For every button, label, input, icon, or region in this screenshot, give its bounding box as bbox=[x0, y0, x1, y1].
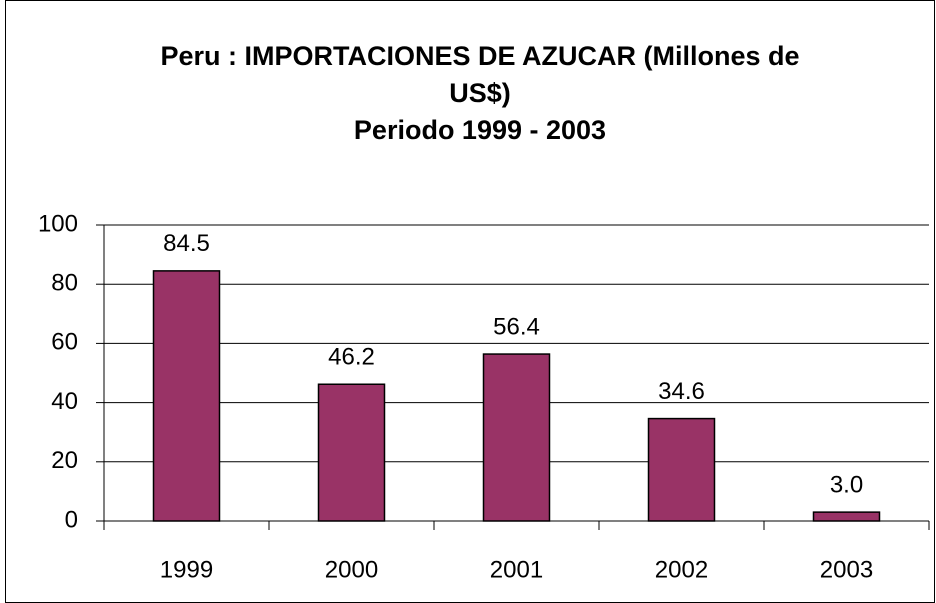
y-tick-label: 40 bbox=[51, 388, 78, 415]
data-label: 56.4 bbox=[493, 313, 540, 340]
y-tick-label: 80 bbox=[51, 270, 78, 297]
chart-title-block: Peru : IMPORTACIONES DE AZUCAR (Millones… bbox=[130, 38, 830, 149]
bar bbox=[317, 383, 386, 522]
x-tick-label: 1999 bbox=[160, 556, 213, 583]
chart-title: Peru : IMPORTACIONES DE AZUCAR (Millones… bbox=[160, 41, 800, 108]
bar bbox=[647, 417, 716, 522]
y-tick-label: 0 bbox=[65, 506, 78, 533]
y-tick-label: 60 bbox=[51, 329, 78, 356]
bar bbox=[152, 270, 221, 522]
bar bbox=[482, 353, 551, 522]
y-tick-label: 20 bbox=[51, 447, 78, 474]
x-tick-label: 2003 bbox=[820, 556, 873, 583]
y-tick-label: 100 bbox=[38, 210, 78, 237]
data-label: 3.0 bbox=[830, 471, 863, 498]
chart-subtitle: Periodo 1999 - 2003 bbox=[353, 115, 607, 145]
x-tick-label: 2001 bbox=[490, 556, 543, 583]
data-label: 34.6 bbox=[658, 378, 705, 405]
x-tick-label: 2000 bbox=[325, 556, 378, 583]
x-tick-label: 2002 bbox=[655, 556, 708, 583]
bar bbox=[812, 511, 881, 522]
data-label: 84.5 bbox=[163, 230, 210, 257]
data-label: 46.2 bbox=[328, 344, 375, 371]
